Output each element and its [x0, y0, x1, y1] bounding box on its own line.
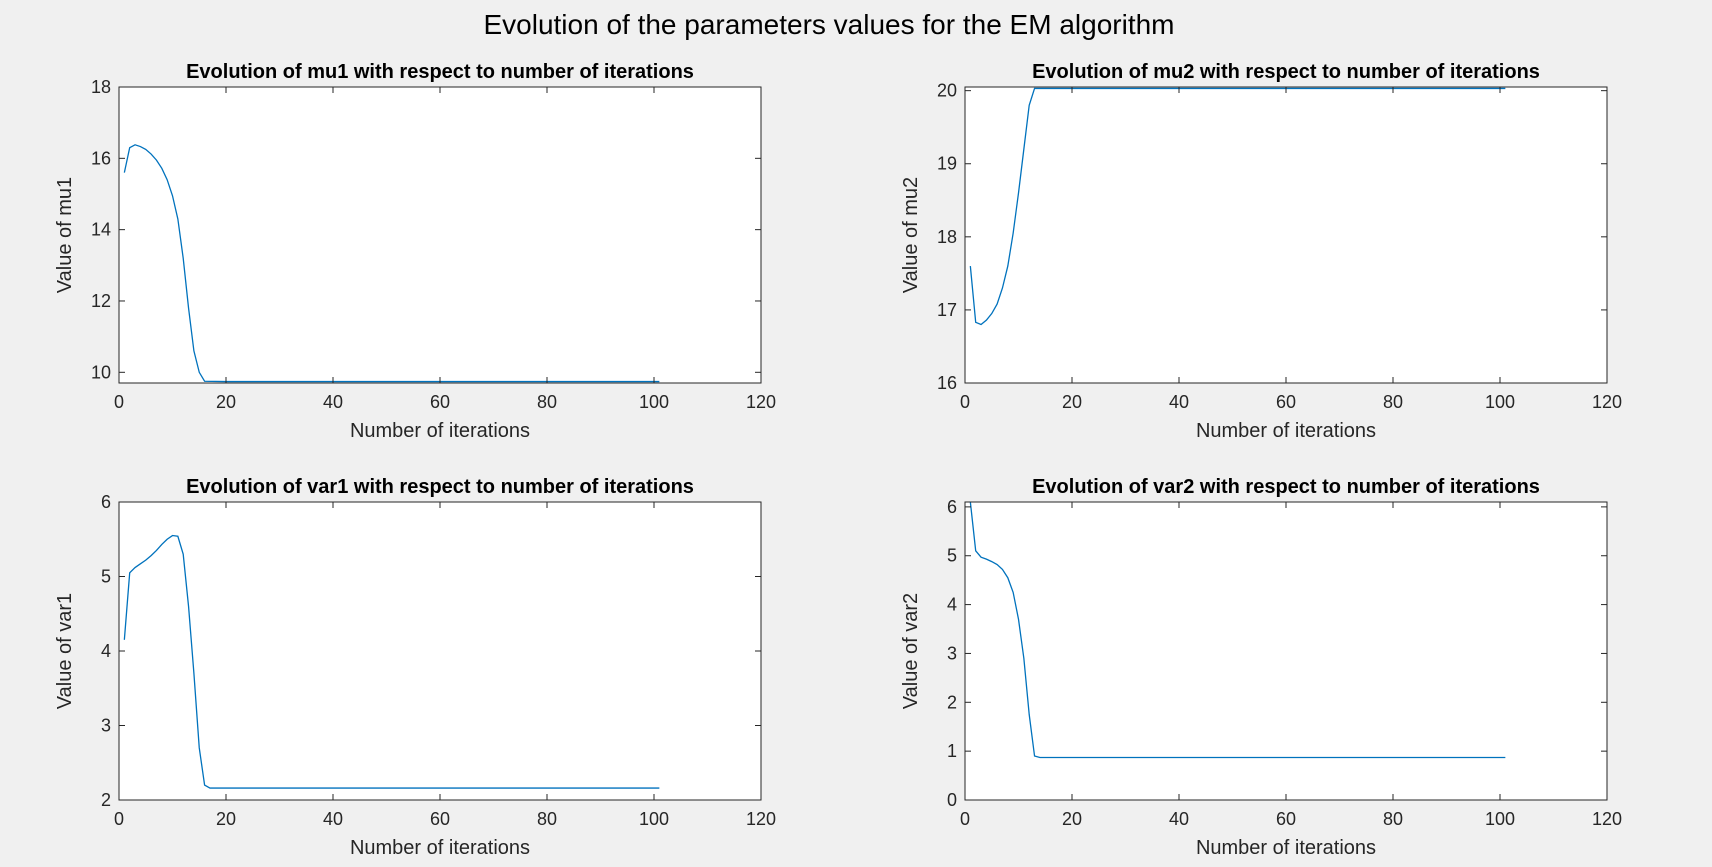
x-axis-label: Number of iterations — [350, 420, 530, 442]
x-tick-label: 100 — [639, 392, 669, 412]
x-tick-label: 0 — [960, 392, 970, 412]
plot-area — [119, 87, 761, 383]
y-tick-label: 6 — [101, 492, 111, 512]
subplot-mu2: 0 20 40 60 80 100 120 16 17 18 19 20 Evolution of mu… — [900, 61, 1622, 442]
y-tick-label: 16 — [91, 148, 111, 168]
x-tick-label: 120 — [746, 392, 776, 412]
x-tick-label: 40 — [323, 809, 343, 829]
plot-area — [965, 87, 1607, 383]
x-tick-label: 100 — [639, 809, 669, 829]
subplot-mu1: 0 20 40 60 80 100 120 10 12 14 16 18 Evolution of mu… — [54, 61, 776, 442]
y-tick-label: 6 — [947, 497, 957, 517]
x-tick-label: 80 — [1383, 809, 1403, 829]
x-tick-label: 0 — [114, 392, 124, 412]
y-tick-label: 5 — [947, 546, 957, 566]
x-axis-label: Number of iterations — [350, 837, 530, 859]
y-tick-label: 5 — [101, 567, 111, 587]
x-tick-label: 80 — [1383, 392, 1403, 412]
y-axis-label: Value of var1 — [54, 593, 76, 709]
x-tick-label: 20 — [216, 392, 236, 412]
subplot-title: Evolution of var2 with respect to number… — [1032, 476, 1540, 498]
y-tick-label: 4 — [947, 595, 957, 615]
plot-area — [119, 502, 761, 800]
x-tick-label: 40 — [1169, 809, 1189, 829]
x-axis-label: Number of iterations — [1196, 420, 1376, 442]
x-tick-label: 60 — [1276, 809, 1296, 829]
x-tick-label: 60 — [430, 392, 450, 412]
x-tick-label: 0 — [960, 809, 970, 829]
y-tick-label: 19 — [937, 154, 957, 174]
y-tick-label: 18 — [937, 227, 957, 247]
subplot-var1: 0 20 40 60 80 100 120 2 3 4 5 6 Evolution of var1 wi… — [54, 476, 776, 859]
x-tick-label: 80 — [537, 809, 557, 829]
y-axis-label: Value of mu2 — [900, 177, 922, 293]
y-tick-label: 4 — [101, 641, 111, 661]
figure-title: Evolution of the parameters values for t… — [483, 9, 1174, 40]
y-tick-label: 10 — [91, 362, 111, 382]
y-tick-label: 3 — [101, 716, 111, 736]
x-tick-label: 100 — [1485, 392, 1515, 412]
y-tick-label: 16 — [937, 373, 957, 393]
plot-area — [965, 502, 1607, 800]
x-tick-label: 80 — [537, 392, 557, 412]
x-tick-label: 20 — [216, 809, 236, 829]
x-tick-label: 40 — [323, 392, 343, 412]
series-line-var1-0 — [123, 534, 660, 789]
x-tick-label: 60 — [430, 809, 450, 829]
series-line-mu1-0 — [123, 144, 660, 383]
y-tick-label: 12 — [91, 291, 111, 311]
y-tick-label: 2 — [947, 692, 957, 712]
x-tick-label: 0 — [114, 809, 124, 829]
subplot-title: Evolution of mu1 with respect to number … — [186, 61, 694, 83]
series-line-var2-0 — [969, 501, 1506, 759]
x-tick-label: 120 — [1592, 392, 1622, 412]
x-tick-label: 120 — [1592, 809, 1622, 829]
x-tick-label: 100 — [1485, 809, 1515, 829]
y-axis-label: Value of mu1 — [54, 177, 76, 293]
x-tick-label: 40 — [1169, 392, 1189, 412]
y-tick-label: 18 — [91, 77, 111, 97]
y-tick-label: 17 — [937, 300, 957, 320]
y-tick-label: 20 — [937, 81, 957, 101]
y-tick-label: 0 — [947, 790, 957, 810]
subplot-title: Evolution of var1 with respect to number… — [186, 476, 694, 498]
x-tick-label: 20 — [1062, 809, 1082, 829]
subplot-var2: 0 20 40 60 80 100 120 0 1 2 3 4 5 6 Evolution of var2 … — [900, 476, 1622, 859]
x-tick-label: 120 — [746, 809, 776, 829]
y-tick-label: 2 — [101, 790, 111, 810]
x-tick-label: 20 — [1062, 392, 1082, 412]
y-tick-label: 3 — [947, 643, 957, 663]
x-axis-label: Number of iterations — [1196, 837, 1376, 859]
subplot-title: Evolution of mu2 with respect to number … — [1032, 61, 1540, 83]
y-tick-label: 14 — [91, 220, 111, 240]
y-axis-label: Value of var2 — [900, 593, 922, 709]
y-tick-label: 1 — [947, 741, 957, 761]
x-tick-label: 60 — [1276, 392, 1296, 412]
